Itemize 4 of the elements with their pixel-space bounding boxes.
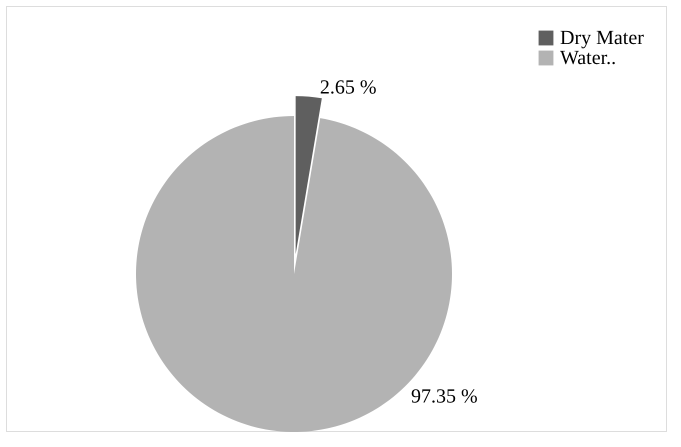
data-label: 97.35 % (411, 386, 478, 408)
legend-label: Dry Mater (560, 27, 644, 49)
data-label: 2.65 % (320, 76, 377, 99)
legend-label: Water.. (560, 47, 616, 69)
